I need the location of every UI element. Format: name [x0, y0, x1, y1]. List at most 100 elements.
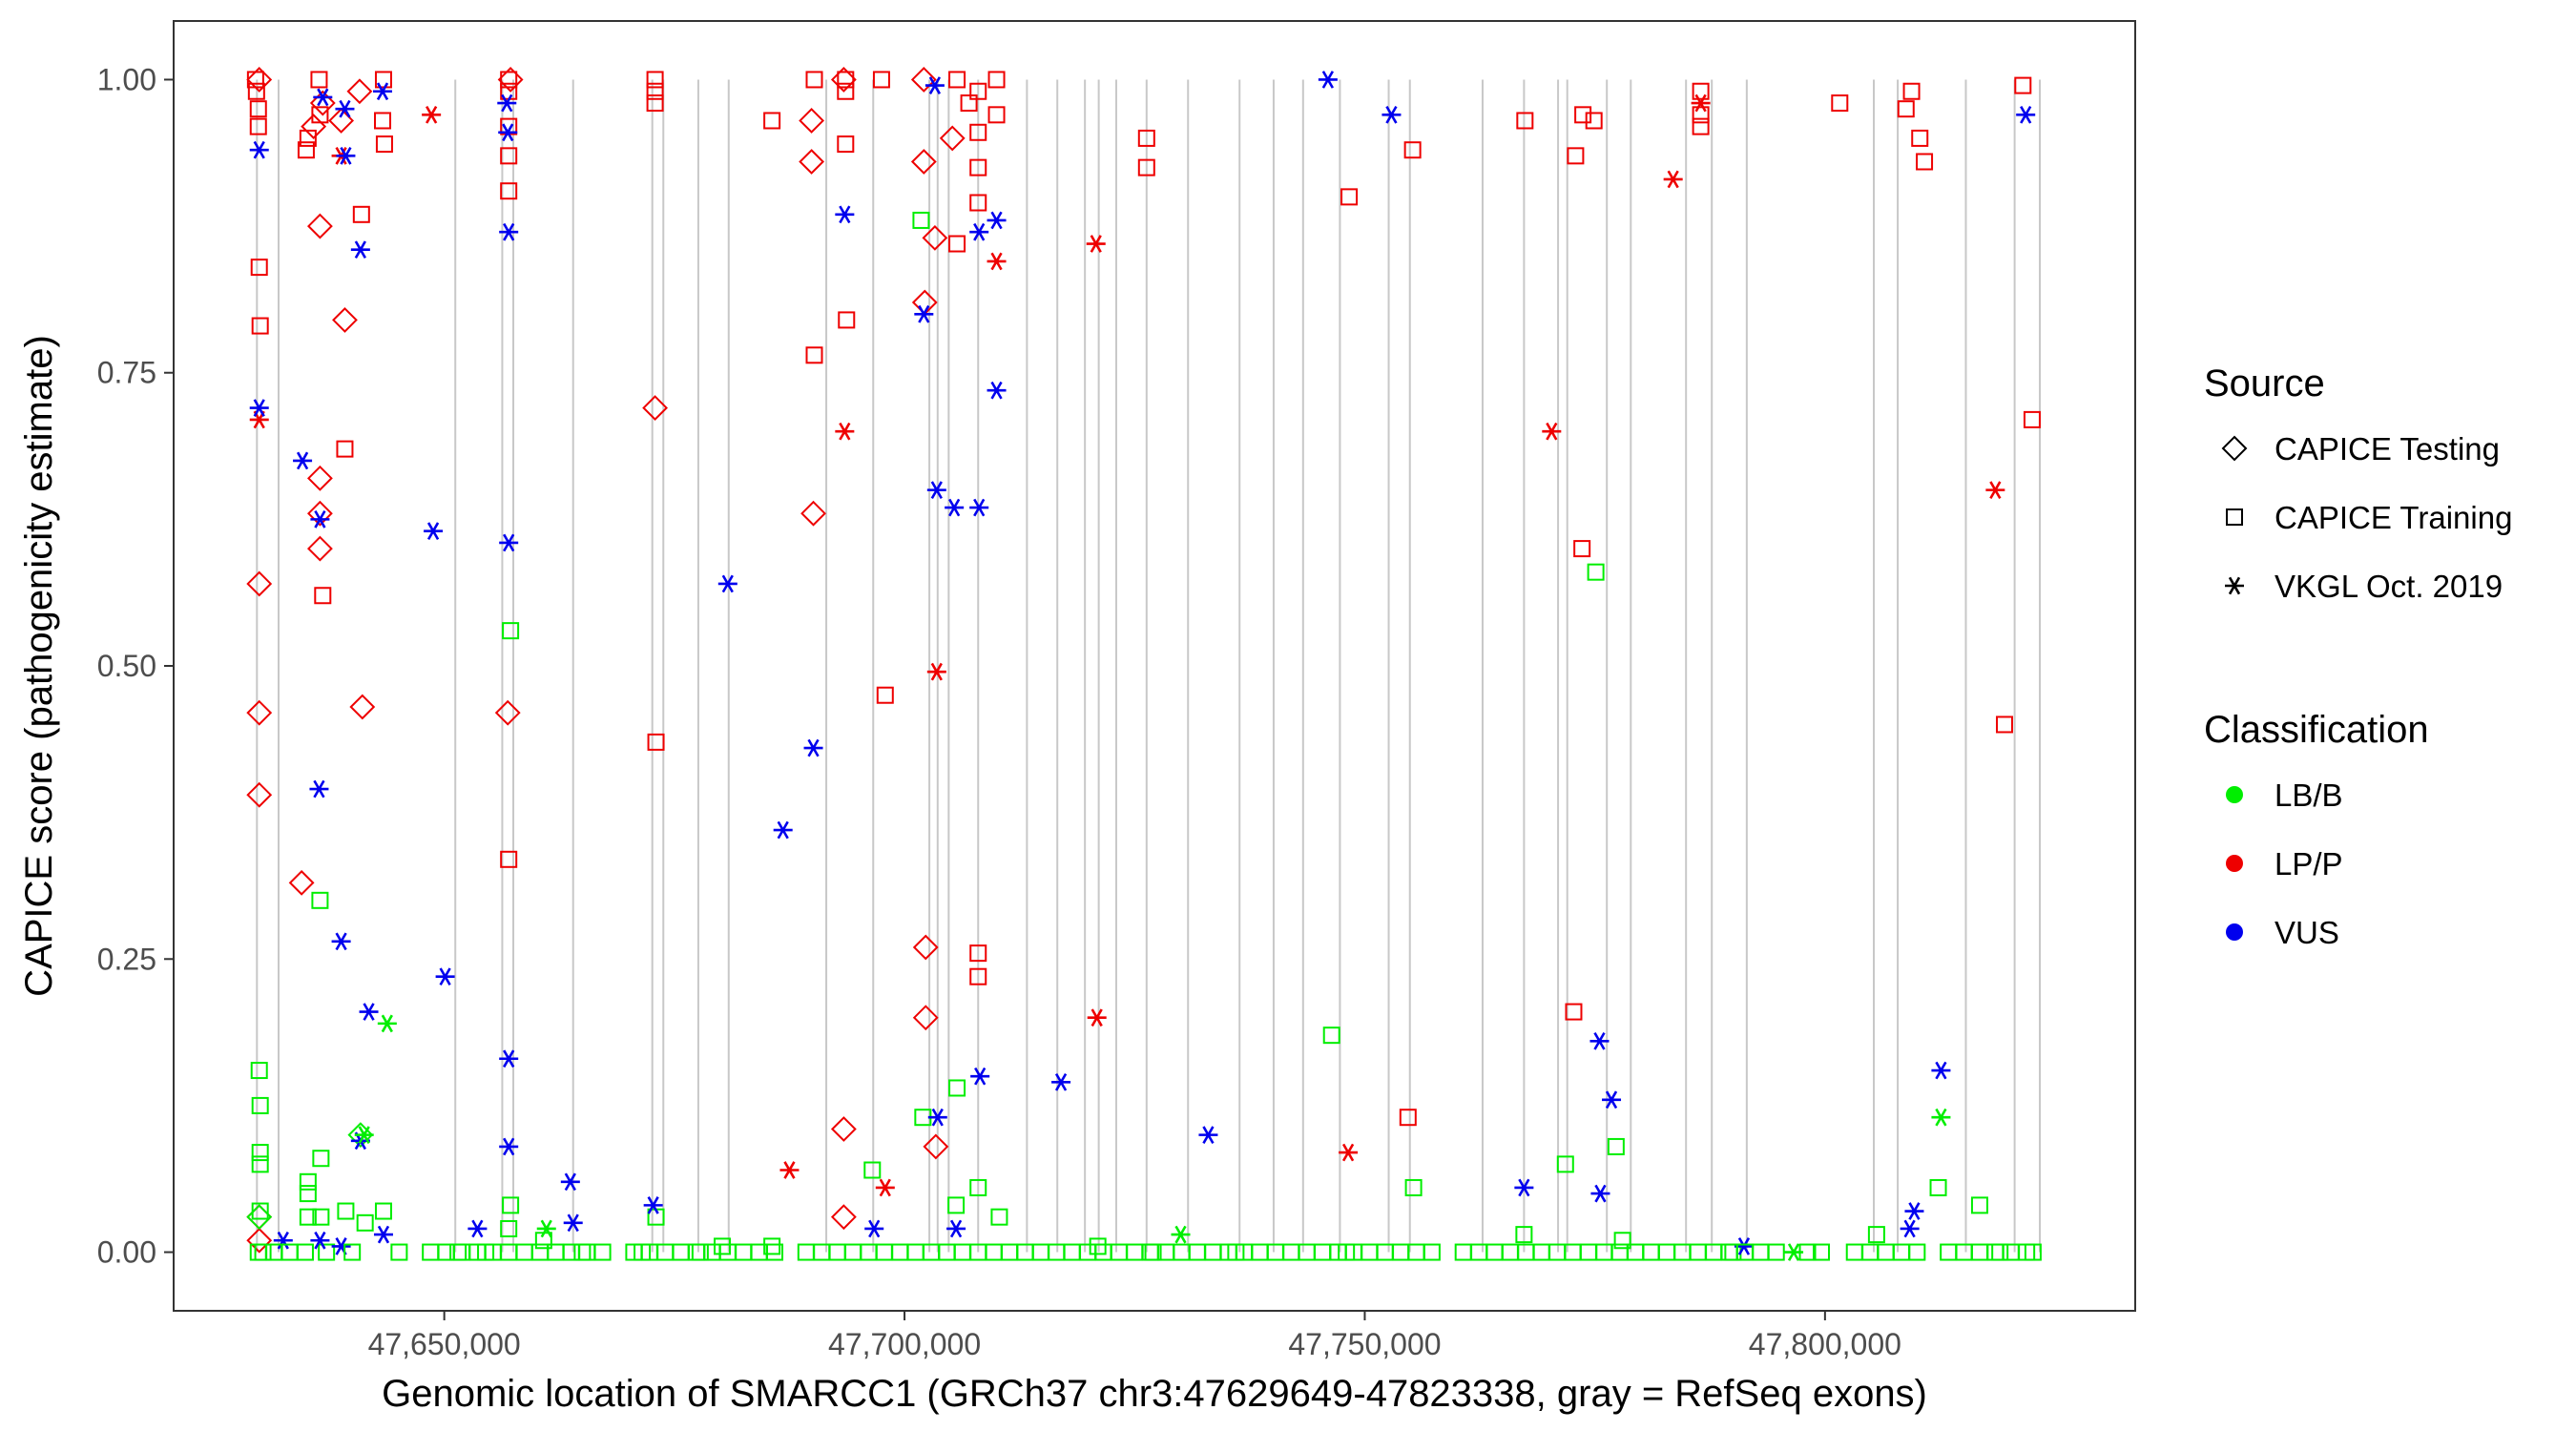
data-point	[500, 1219, 518, 1237]
data-point	[249, 117, 267, 135]
data-point	[310, 1231, 330, 1250]
data-point	[969, 194, 987, 212]
data-point	[356, 1213, 374, 1232]
data-point	[1542, 422, 1562, 441]
legend-source-item: CAPICE Testing	[2221, 431, 2500, 467]
legend-key-dot	[2226, 855, 2243, 872]
legend-source-item: CAPICE Training	[2226, 500, 2512, 535]
data-point	[299, 129, 317, 147]
data-point	[987, 252, 1007, 271]
data-point	[354, 1126, 374, 1144]
data-point	[246, 71, 264, 89]
data-point	[251, 1155, 269, 1173]
data-point	[773, 820, 793, 840]
exon-lines	[256, 79, 2042, 1253]
data-point	[948, 1079, 966, 1097]
data-point	[499, 533, 519, 552]
data-point	[1587, 563, 1605, 581]
data-point	[288, 869, 315, 896]
data-point	[499, 1137, 519, 1156]
data-point	[830, 1116, 857, 1142]
x-tick-label: 47,750,000	[1288, 1327, 1441, 1361]
data-point	[1381, 105, 1402, 124]
data-point	[939, 125, 966, 152]
data-point	[779, 1161, 800, 1179]
data-point	[970, 1067, 990, 1086]
data-point	[717, 574, 737, 593]
data-point	[642, 395, 669, 422]
data-point	[838, 311, 856, 329]
data-point	[1931, 1061, 1951, 1080]
data-point	[299, 1172, 317, 1191]
data-point	[948, 71, 966, 89]
data-point	[312, 1208, 330, 1226]
data-point	[1692, 106, 1710, 124]
data-point	[251, 1096, 269, 1114]
data-point	[374, 1202, 392, 1220]
data-point	[969, 158, 987, 176]
data-point	[374, 112, 392, 130]
data-point	[373, 1225, 393, 1244]
data-point	[969, 123, 987, 141]
data-point	[763, 1237, 781, 1255]
data-point	[1692, 82, 1710, 100]
data-point	[835, 205, 855, 224]
data-point	[251, 1144, 269, 1162]
data-point	[969, 82, 987, 100]
data-point	[1404, 1178, 1423, 1196]
data-point	[1137, 158, 1155, 176]
data-point	[1051, 1072, 1071, 1091]
data-point	[837, 71, 855, 89]
data-point	[306, 535, 333, 562]
data-point	[314, 587, 332, 605]
data-point	[347, 1122, 374, 1149]
x-axis: 47,650,000 47,700,000 47,750,000 47,800,000	[368, 1311, 1901, 1361]
data-point	[350, 240, 370, 259]
data-point	[246, 1227, 273, 1254]
data-point	[1590, 1184, 1610, 1203]
y-axis-label: CAPICE score (pathogenicity estimate)	[18, 335, 60, 997]
data-point	[948, 235, 966, 253]
data-point	[864, 1219, 884, 1238]
data-point	[714, 1237, 732, 1255]
data-point	[467, 1219, 488, 1238]
data-point	[247, 82, 265, 100]
data-point	[246, 699, 273, 726]
data-point	[803, 738, 823, 757]
data-point	[346, 78, 373, 105]
data-point	[987, 381, 1007, 400]
data-point	[373, 82, 393, 101]
data-point	[837, 82, 855, 100]
data-point	[987, 71, 1006, 89]
x-tick-label: 47,800,000	[1749, 1327, 1901, 1361]
data-point	[969, 967, 987, 985]
data-point	[335, 99, 355, 118]
data-point	[249, 100, 267, 118]
data-point	[947, 1196, 966, 1214]
data-point	[799, 149, 825, 175]
data-point	[536, 1219, 556, 1238]
data-point	[923, 1133, 949, 1160]
data-point	[497, 93, 517, 113]
data-point	[969, 944, 987, 963]
data-point	[1515, 1226, 1533, 1244]
data-point	[1692, 117, 1710, 135]
data-point	[310, 510, 330, 529]
y-tick-label: 1.00	[97, 62, 156, 96]
data-point	[251, 317, 269, 335]
data-point	[1691, 93, 1711, 113]
data-point	[1908, 1243, 1926, 1261]
data-point	[646, 71, 664, 89]
data-point	[499, 1049, 519, 1068]
data-point	[922, 224, 948, 251]
data-point	[863, 1161, 882, 1179]
data-point	[1403, 141, 1422, 159]
data-point	[306, 500, 333, 527]
data-point	[435, 967, 455, 986]
data-point	[246, 67, 273, 93]
data-point	[1897, 100, 1915, 118]
data-point	[830, 67, 857, 93]
y-tick-label: 0.00	[97, 1235, 156, 1270]
data-point	[912, 934, 939, 961]
data-point	[246, 570, 273, 597]
